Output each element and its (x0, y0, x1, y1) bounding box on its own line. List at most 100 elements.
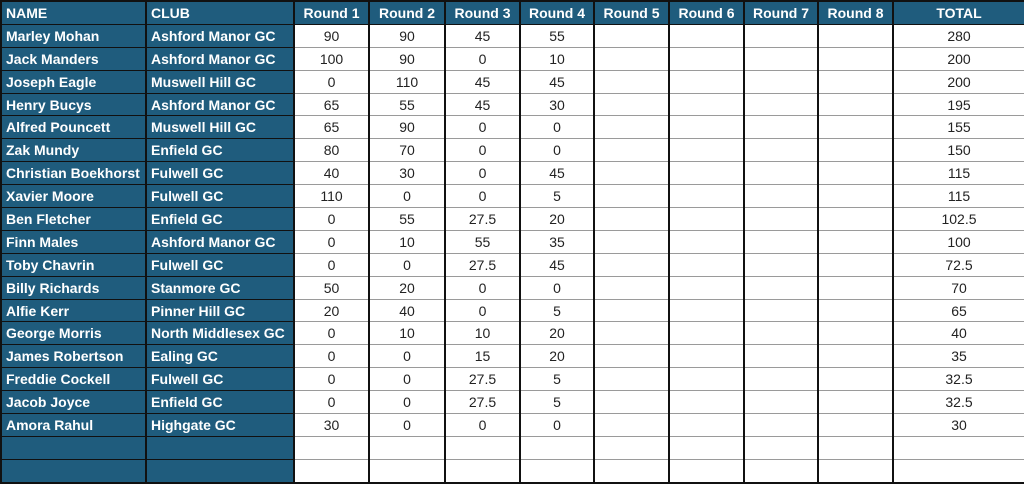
cell-total[interactable]: 40 (892, 321, 1024, 346)
column-header-round-2[interactable]: Round 2 (368, 0, 446, 25)
cell-round-3[interactable]: 45 (444, 92, 521, 117)
cell-round-2[interactable]: 0 (368, 184, 446, 209)
cell-round-5[interactable] (593, 321, 670, 346)
cell-round-4[interactable]: 35 (519, 229, 595, 254)
cell-round-2[interactable]: 70 (368, 138, 446, 163)
column-header-round-3[interactable]: Round 3 (444, 0, 521, 25)
cell-round-5[interactable] (593, 207, 670, 231)
cell-round-7[interactable] (743, 275, 819, 300)
cell-total[interactable]: 32.5 (892, 367, 1024, 392)
cell-round-2[interactable]: 110 (368, 69, 446, 94)
cell-club[interactable]: Enfield GC (145, 207, 295, 231)
cell-round-2[interactable]: 30 (368, 161, 446, 186)
column-header-name[interactable]: NAME (0, 0, 147, 25)
cell-round-8[interactable] (817, 161, 894, 186)
cell-round-6[interactable] (668, 184, 745, 209)
cell-round-1[interactable]: 80 (293, 138, 370, 163)
cell-round-8[interactable] (817, 298, 894, 323)
cell-round-7[interactable] (743, 367, 819, 392)
cell-round-6[interactable] (668, 23, 745, 48)
cell-club[interactable]: Enfield GC (145, 138, 295, 163)
cell-round-6[interactable] (668, 413, 745, 437)
cell-round-8[interactable] (817, 46, 894, 71)
cell-name[interactable]: James Robertson (0, 344, 147, 369)
cell-total[interactable]: 115 (892, 161, 1024, 186)
cell-club[interactable]: Ashford Manor GC (145, 92, 295, 117)
cell-total[interactable]: 200 (892, 69, 1024, 94)
cell-round-4[interactable]: 30 (519, 92, 595, 117)
cell-round-7[interactable] (743, 161, 819, 186)
cell-round-5[interactable] (593, 367, 670, 392)
cell-round-4[interactable]: 5 (519, 298, 595, 323)
cell-round-7[interactable] (743, 92, 819, 117)
cell-round-7[interactable] (743, 390, 819, 415)
cell-total[interactable] (892, 458, 1024, 484)
cell-round-1[interactable]: 65 (293, 92, 370, 117)
cell-round-7[interactable] (743, 46, 819, 71)
cell-round-5[interactable] (593, 298, 670, 323)
cell-total[interactable]: 115 (892, 184, 1024, 209)
cell-round-7[interactable] (743, 458, 819, 484)
cell-round-6[interactable] (668, 229, 745, 254)
cell-name[interactable] (0, 458, 147, 484)
cell-round-8[interactable] (817, 229, 894, 254)
cell-club[interactable]: Fulwell GC (145, 252, 295, 277)
cell-round-6[interactable] (668, 46, 745, 71)
cell-round-7[interactable] (743, 207, 819, 231)
cell-club[interactable]: Enfield GC (145, 390, 295, 415)
cell-name[interactable]: Billy Richards (0, 275, 147, 300)
cell-round-5[interactable] (593, 344, 670, 369)
cell-round-3[interactable]: 55 (444, 229, 521, 254)
cell-name[interactable]: Finn Males (0, 229, 147, 254)
cell-round-1[interactable] (293, 435, 370, 460)
cell-round-3[interactable]: 0 (444, 413, 521, 437)
cell-round-4[interactable]: 0 (519, 275, 595, 300)
cell-round-6[interactable] (668, 161, 745, 186)
cell-round-7[interactable] (743, 23, 819, 48)
cell-round-4[interactable] (519, 458, 595, 484)
column-header-round-6[interactable]: Round 6 (668, 0, 745, 25)
cell-club[interactable]: Muswell Hill GC (145, 69, 295, 94)
cell-round-3[interactable]: 0 (444, 46, 521, 71)
cell-name[interactable]: Zak Mundy (0, 138, 147, 163)
cell-round-3[interactable]: 15 (444, 344, 521, 369)
cell-round-6[interactable] (668, 252, 745, 277)
cell-round-4[interactable]: 45 (519, 69, 595, 94)
cell-round-7[interactable] (743, 321, 819, 346)
cell-round-2[interactable]: 55 (368, 207, 446, 231)
cell-round-1[interactable]: 65 (293, 115, 370, 140)
cell-round-6[interactable] (668, 69, 745, 94)
cell-round-5[interactable] (593, 229, 670, 254)
cell-round-1[interactable] (293, 458, 370, 484)
cell-round-5[interactable] (593, 435, 670, 460)
cell-round-4[interactable]: 55 (519, 23, 595, 48)
cell-total[interactable]: 100 (892, 229, 1024, 254)
cell-round-3[interactable]: 45 (444, 23, 521, 48)
cell-round-8[interactable] (817, 23, 894, 48)
cell-round-8[interactable] (817, 458, 894, 484)
cell-club[interactable]: Fulwell GC (145, 161, 295, 186)
cell-round-1[interactable]: 110 (293, 184, 370, 209)
cell-name[interactable]: Freddie Cockell (0, 367, 147, 392)
cell-round-8[interactable] (817, 184, 894, 209)
cell-round-5[interactable] (593, 138, 670, 163)
cell-round-1[interactable]: 0 (293, 252, 370, 277)
cell-round-8[interactable] (817, 321, 894, 346)
cell-name[interactable]: Ben Fletcher (0, 207, 147, 231)
cell-round-3[interactable]: 27.5 (444, 252, 521, 277)
cell-round-1[interactable]: 0 (293, 321, 370, 346)
cell-round-7[interactable] (743, 115, 819, 140)
cell-club[interactable] (145, 435, 295, 460)
cell-round-2[interactable]: 0 (368, 413, 446, 437)
cell-round-6[interactable] (668, 298, 745, 323)
cell-round-7[interactable] (743, 413, 819, 437)
cell-total[interactable]: 72.5 (892, 252, 1024, 277)
cell-round-6[interactable] (668, 92, 745, 117)
cell-name[interactable]: Marley Mohan (0, 23, 147, 48)
cell-round-2[interactable]: 90 (368, 115, 446, 140)
cell-name[interactable]: George Morris (0, 321, 147, 346)
cell-round-6[interactable] (668, 367, 745, 392)
cell-name[interactable]: Henry Bucys (0, 92, 147, 117)
cell-round-3[interactable]: 27.5 (444, 390, 521, 415)
cell-round-5[interactable] (593, 252, 670, 277)
